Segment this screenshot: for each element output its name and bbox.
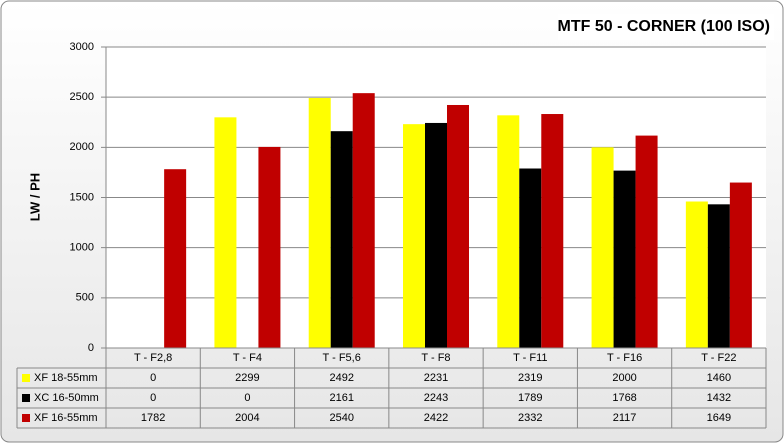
x-tick-label: T - F16 <box>607 352 642 364</box>
legend-label: XF 18-55mm <box>34 372 98 384</box>
table-value: 1432 <box>707 392 731 404</box>
table-value: 0 <box>244 392 250 404</box>
x-tick-label: T - F8 <box>421 352 450 364</box>
table-value: 2000 <box>612 372 636 384</box>
table-value: 2161 <box>329 392 353 404</box>
table-value: 2243 <box>424 392 448 404</box>
bar <box>447 104 469 348</box>
bar <box>352 93 375 348</box>
table-value: 2422 <box>424 412 448 424</box>
table-value: 2540 <box>329 412 353 424</box>
x-tick-label: T - F4 <box>233 352 262 364</box>
table-value: 2117 <box>613 412 637 424</box>
bar <box>591 147 614 348</box>
y-tick-label: 1500 <box>70 191 94 203</box>
bar <box>330 131 353 348</box>
bar <box>729 182 752 348</box>
bar <box>613 170 636 348</box>
table-value: 1649 <box>707 412 731 424</box>
x-tick-label: T - F22 <box>701 352 736 364</box>
bar <box>707 204 730 348</box>
table-value: 2004 <box>235 412 259 424</box>
table-value: 1460 <box>707 372 731 384</box>
bar <box>541 114 564 348</box>
y-axis-label: LW / PH <box>27 173 42 221</box>
bar <box>403 124 425 348</box>
legend-swatch <box>22 374 30 382</box>
chart-title: MTF 50 - CORNER (100 ISO) <box>558 18 770 35</box>
table-value: 1768 <box>612 392 636 404</box>
table-value: 1789 <box>518 392 542 404</box>
table-value: 2492 <box>329 372 353 384</box>
x-tick-label: T - F11 <box>513 352 547 364</box>
bar <box>685 201 708 348</box>
y-tick-label: 500 <box>76 292 94 304</box>
title-box <box>558 14 774 40</box>
legend-label: XC 16-50mm <box>34 392 99 404</box>
legend-swatch <box>22 394 30 402</box>
y-tick-label: 0 <box>88 342 94 354</box>
table-value: 0 <box>150 372 156 384</box>
legend-label: XF 16-55mm <box>34 412 98 424</box>
bar <box>164 169 187 348</box>
legend-swatch <box>22 414 30 422</box>
bar <box>635 135 658 348</box>
bar <box>519 168 542 348</box>
table-value: 2231 <box>424 372 448 384</box>
table-value: 2319 <box>518 372 542 384</box>
y-tick-label: 2000 <box>70 141 94 153</box>
table-value: 2299 <box>235 372 259 384</box>
x-tick-label: T - F2,8 <box>134 352 172 364</box>
y-tick-label: 2500 <box>70 91 94 103</box>
bar <box>497 115 520 349</box>
bar <box>308 97 331 348</box>
table-value: 1782 <box>141 412 165 424</box>
bar <box>214 117 237 348</box>
x-tick-label: T - F5,6 <box>323 352 361 364</box>
table-value: 0 <box>150 392 156 404</box>
y-tick-label: 1000 <box>70 242 94 254</box>
bar <box>258 146 281 348</box>
y-tick-label: 3000 <box>70 41 94 53</box>
table-value: 2332 <box>518 412 542 424</box>
bar <box>425 122 447 348</box>
